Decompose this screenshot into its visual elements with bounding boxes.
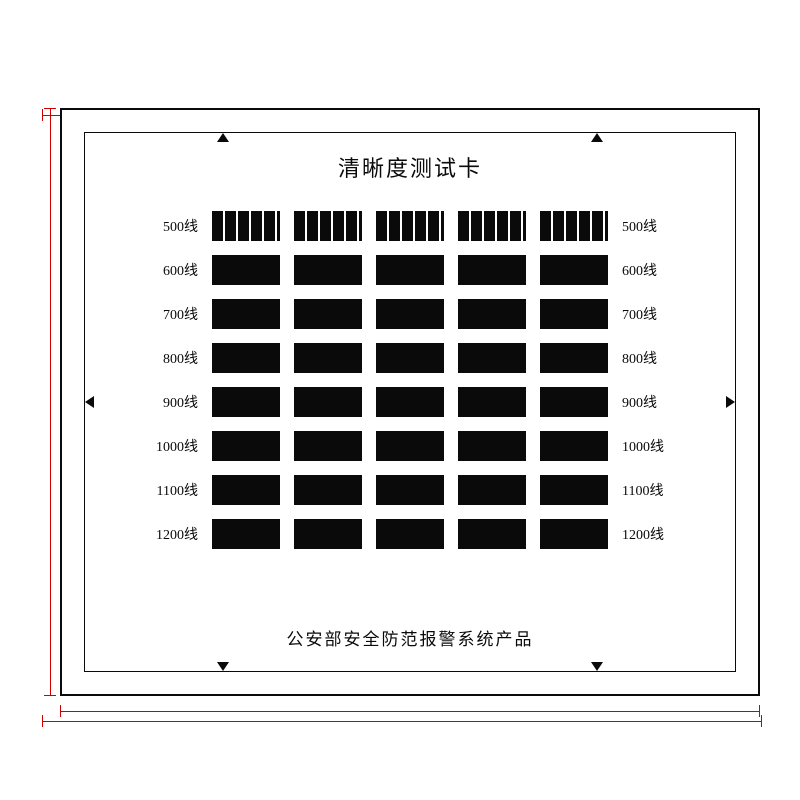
resolution-bar [294,431,362,461]
resolution-bar [376,255,444,285]
resolution-bar [376,343,444,373]
resolution-bar [376,211,444,241]
resolution-bar [540,431,608,461]
resolution-row: 1200线 1200线 [120,519,700,549]
resolution-bar [294,343,362,373]
resolution-bar [540,211,608,241]
resolution-bar [212,431,280,461]
resolution-bar [212,387,280,417]
resolution-bar [376,519,444,549]
row-label-right: 600线 [622,260,700,280]
resolution-bar [294,299,362,329]
row-label-right: 500线 [622,216,700,236]
row-label-left: 800线 [120,348,198,368]
resolution-row: 500线 500线 [120,211,700,241]
resolution-bar [458,519,526,549]
resolution-bar [294,475,362,505]
resolution-bar [540,387,608,417]
resolution-bar [212,519,280,549]
resolution-bar [540,343,608,373]
row-label-right: 900线 [622,392,700,412]
resolution-row: 700线 700线 [120,299,700,329]
resolution-bar [212,343,280,373]
resolution-row: 900线 900线 [120,387,700,417]
row-label-right: 1200线 [622,524,700,544]
dimension-line-bottom-outer [42,721,762,722]
resolution-row: 800线 800线 [120,343,700,373]
resolution-row: 1100线 1100线 [120,475,700,505]
dimension-line-left [50,108,51,696]
resolution-bar [540,299,608,329]
resolution-bar [458,211,526,241]
resolution-bar [376,299,444,329]
row-label-right: 1000线 [622,436,700,456]
resolution-bar [376,475,444,505]
dimension-line-bottom-inner [60,711,760,712]
row-label-left: 1000线 [120,436,198,456]
resolution-bar [212,299,280,329]
resolution-grid: 500线500线600线600线700线700线800线800线900线900线… [120,211,700,549]
resolution-bar [294,255,362,285]
resolution-bar [540,475,608,505]
resolution-bar [212,475,280,505]
resolution-bar [458,387,526,417]
resolution-row: 1000线 1000线 [120,431,700,461]
row-label-right: 700线 [622,304,700,324]
row-label-left: 1100线 [120,480,198,500]
card-footer: 公安部安全防范报警系统产品 [62,625,758,650]
row-label-left: 500线 [120,216,198,236]
resolution-bar [540,255,608,285]
resolution-row: 600线 600线 [120,255,700,285]
resolution-bar [376,431,444,461]
card-title: 清晰度测试卡 [338,151,482,183]
row-label-left: 1200线 [120,524,198,544]
resolution-bar [294,519,362,549]
resolution-bar [458,255,526,285]
resolution-bar [458,343,526,373]
test-card-outer-frame: 清晰度测试卡 500线 500线 600线 600线 700线 700线 800线 800线 9… [60,108,760,696]
resolution-bar [458,431,526,461]
resolution-bar [458,299,526,329]
test-card-inner-frame: 清晰度测试卡 500线 500线 600线 600线 700线 700线 800线 800线 9… [84,132,736,672]
row-label-right: 800线 [622,348,700,368]
row-label-left: 900线 [120,392,198,412]
resolution-bar [294,211,362,241]
resolution-bar [212,211,280,241]
resolution-bar [212,255,280,285]
resolution-bar [458,475,526,505]
resolution-bar [376,387,444,417]
resolution-bar [294,387,362,417]
row-label-left: 700线 [120,304,198,324]
row-label-right: 1100线 [622,480,700,500]
resolution-bar [540,519,608,549]
row-label-left: 600线 [120,260,198,280]
